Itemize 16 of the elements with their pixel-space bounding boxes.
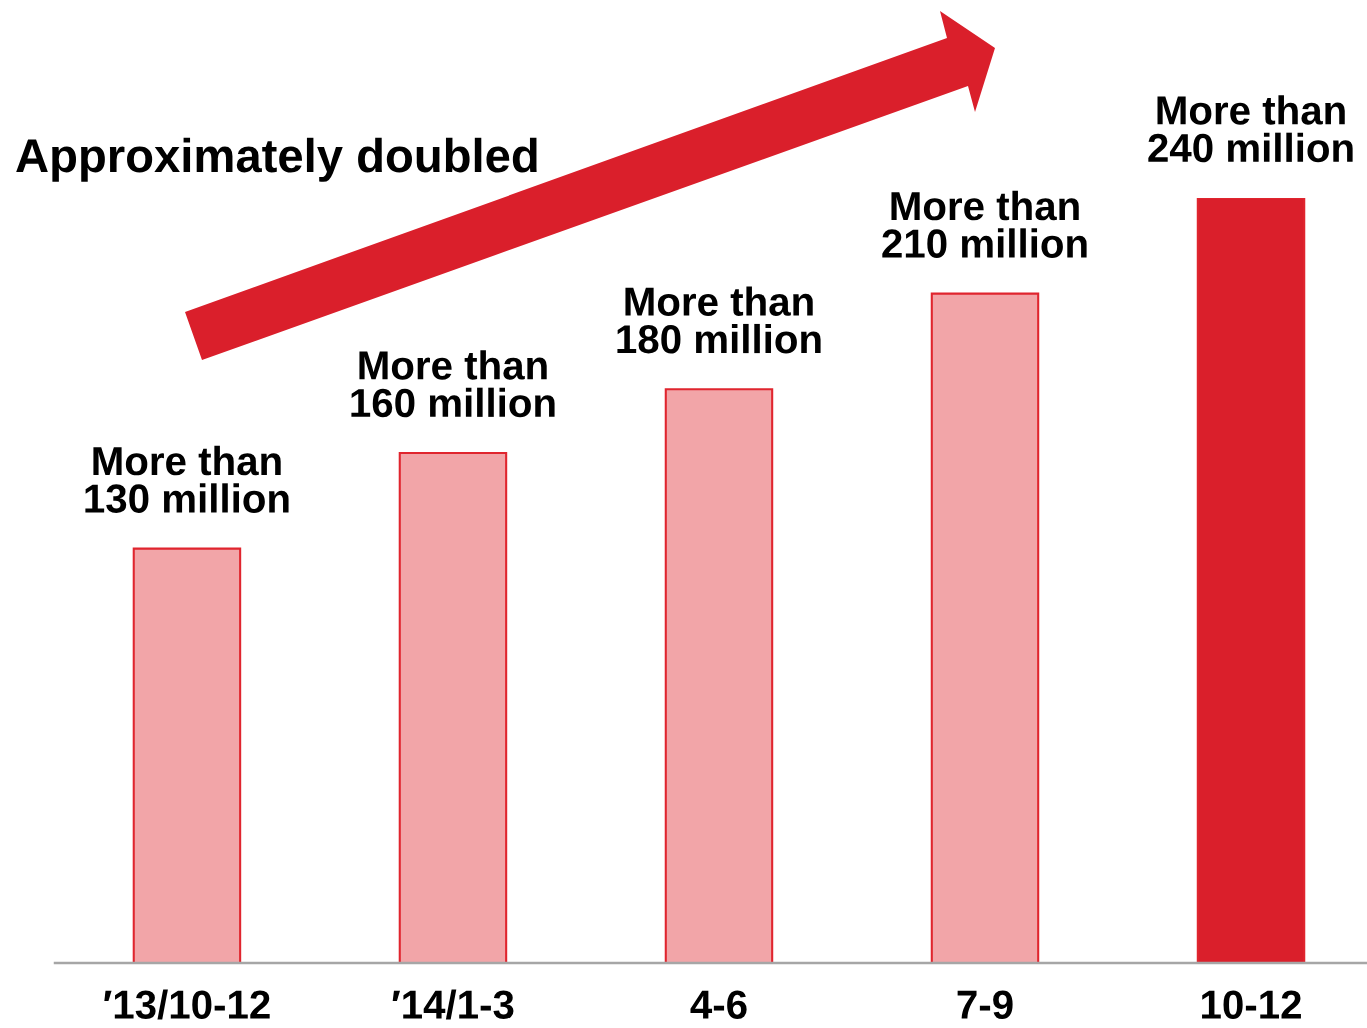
x-tick-label: 7-9	[957, 990, 1013, 1019]
bar	[398, 451, 508, 963]
data-label: More than 180 million	[617, 286, 821, 354]
x-tick-label: ′13/10-12	[104, 989, 270, 1020]
x-tick-label: 4-6	[690, 990, 747, 1019]
bar	[664, 388, 774, 963]
data-label: More than 240 million	[1148, 95, 1353, 163]
x-tick-label: 10-12	[1202, 990, 1301, 1019]
text: Approximately doubled	[16, 137, 537, 182]
data-label: More than 210 million	[882, 190, 1087, 258]
x-tick-label: ′14/1-3	[392, 989, 514, 1020]
data-label: More than 160 million	[351, 350, 555, 418]
bar	[930, 292, 1040, 963]
bar	[1196, 198, 1306, 963]
data-label: More than 130 million	[85, 445, 289, 513]
bar	[132, 547, 242, 963]
